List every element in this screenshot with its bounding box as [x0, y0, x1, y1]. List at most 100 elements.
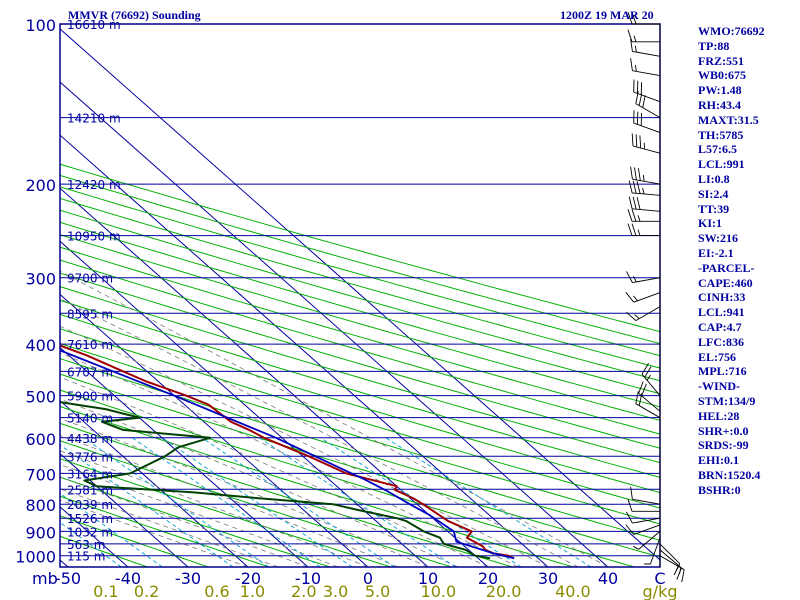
- temperature-tick-label: -30: [175, 569, 201, 588]
- pressure-tick-label: 600: [25, 430, 56, 449]
- dry-adiabat: [60, 221, 660, 395]
- wind-barb: [627, 209, 661, 222]
- moist-adiabat: [60, 398, 459, 567]
- dry-adiabat: [60, 328, 660, 509]
- pressure-tick-label: 200: [25, 176, 56, 195]
- mixing-ratio-line: [162, 437, 353, 567]
- index-item: LCL:991: [698, 157, 745, 172]
- chart-time: 1200Z 19 MAR 20: [560, 8, 654, 22]
- wind-barb: [644, 537, 661, 565]
- wind-barb: [638, 381, 661, 412]
- moist-adiabat: [60, 450, 369, 567]
- indices-panel: WMO:76692 TP:88 FRZ:551 WB0:675 PW:1.48 RH:43…: [698, 24, 798, 498]
- mixing-ratio-tick-label: g/kg: [643, 582, 678, 600]
- index-item: WMO:76692: [698, 24, 765, 38]
- temperature-tick-label: 30: [538, 569, 558, 588]
- wind-barb: [635, 91, 661, 119]
- mixing-ratio-tick-label: 3.0: [323, 582, 348, 600]
- wind-barb: [630, 38, 661, 57]
- index-item: BSHR:0: [698, 482, 741, 497]
- dry-adiabat: [60, 405, 574, 567]
- wind-barb: [626, 306, 661, 321]
- index-item: SHR+:0.0: [698, 423, 749, 438]
- index-item: SI:2.4: [698, 186, 729, 201]
- index-item: MPL:716: [698, 364, 747, 379]
- height-label: 7610 m: [67, 338, 113, 352]
- index-item: EHI:0.1: [698, 453, 740, 468]
- height-label: 3776 m: [67, 450, 113, 464]
- moist-adiabat: [60, 298, 579, 567]
- wind-barb: [625, 524, 661, 535]
- moist-adiabat: [60, 435, 399, 567]
- dewpoint-line: [60, 401, 491, 560]
- index-item: RH:43.4: [698, 97, 741, 112]
- wind-barb: [626, 511, 661, 524]
- dry-adiabat: [60, 299, 660, 478]
- dry-adiabat: [60, 342, 660, 525]
- height-label: 16610 m: [67, 18, 121, 32]
- mixing-ratio-tick-label: 0.6: [204, 582, 229, 600]
- isotherm-line: [60, 399, 249, 567]
- index-item: PW:1.48: [698, 83, 742, 98]
- temperature-tick-label: C: [654, 569, 665, 588]
- height-label: 3164 m: [67, 467, 113, 481]
- wind-barb: [627, 223, 661, 237]
- dry-adiabat: [60, 163, 660, 333]
- chart-title: MMVR (76692) Sounding: [68, 8, 201, 22]
- dry-adiabat: [60, 259, 660, 435]
- plot-area: [0, 24, 660, 567]
- height-label: 563 m: [67, 538, 105, 552]
- height-label: 115 m: [67, 550, 105, 564]
- dry-adiabat: [60, 197, 660, 369]
- index-item: CAPE:460: [698, 275, 753, 290]
- dry-adiabat: [60, 476, 331, 567]
- mixing-ratio-line: [60, 444, 234, 567]
- isotherm-line: [60, 28, 660, 561]
- mixing-ratio-tick-label: 5.0: [365, 582, 390, 600]
- wind-barb: [627, 29, 661, 43]
- index-item: SRDS:-99: [698, 438, 749, 453]
- wind-barb: [626, 271, 661, 284]
- index-item: LCL:941: [698, 305, 745, 320]
- index-item: TT:39: [698, 201, 730, 216]
- height-label: 2039 m: [67, 498, 113, 512]
- dry-adiabat: [60, 515, 209, 567]
- moist-adiabat: [60, 464, 339, 567]
- mixing-ratio-tick-label: 0.2: [134, 582, 159, 600]
- mixing-ratio-tick-label: 20.0: [486, 582, 522, 600]
- mixing-ratio-line: [320, 437, 522, 567]
- moist-adiabat: [60, 352, 519, 567]
- isotherm-line: [60, 134, 549, 567]
- index-item: LFC:836: [698, 334, 744, 349]
- height-label: 9700 m: [67, 272, 113, 286]
- dry-adiabat: [60, 422, 513, 567]
- dry-adiabat: [60, 246, 660, 421]
- height-label: 1526 m: [67, 512, 113, 526]
- height-label: 4438 m: [67, 432, 113, 446]
- index-item: TH:5785: [698, 127, 744, 142]
- wind-barb: [627, 11, 660, 25]
- wind-barb: [628, 196, 661, 212]
- mixing-ratio-line: [131, 437, 321, 567]
- moist-adiabat: [60, 418, 429, 567]
- wind-barb: [633, 79, 661, 103]
- index-item: EL:756: [698, 349, 737, 364]
- moist-adiabat: [60, 270, 609, 567]
- wind-barb: [659, 543, 681, 576]
- index-item: BRN:1520.4: [698, 467, 761, 482]
- pressure-tick-label: 800: [25, 496, 56, 515]
- dry-adiabat: [60, 313, 660, 494]
- mixing-ratio-line: [60, 521, 122, 567]
- wind-barb: [641, 363, 661, 396]
- index-item: EI:-2.1: [698, 245, 734, 260]
- mixing-ratio-tick-label: 2.0: [291, 582, 316, 600]
- temperature-line: [60, 344, 515, 560]
- isotherm-line: [0, 24, 8, 567]
- parcel-line: [60, 349, 515, 560]
- dry-adiabat: [60, 373, 660, 558]
- temperature-tick-label: -20: [235, 569, 261, 588]
- temperature-tick-label: 20: [478, 569, 498, 588]
- pressure-tick-label: 100: [25, 16, 56, 35]
- dry-adiabat: [60, 358, 660, 541]
- height-label: 10950 m: [67, 230, 121, 244]
